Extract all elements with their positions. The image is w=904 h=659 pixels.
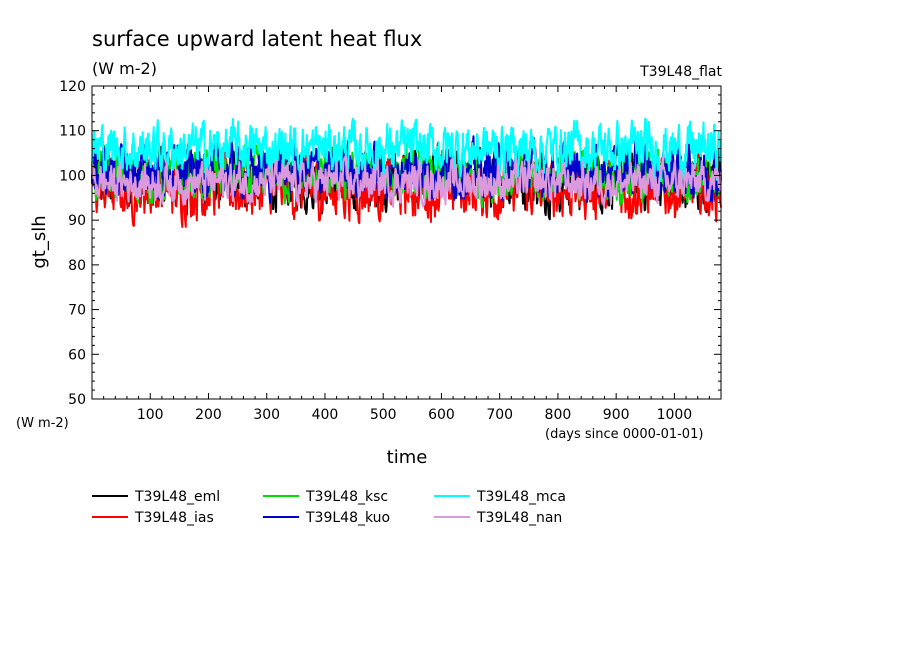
legend-label-T39L48_ias: T39L48_ias <box>134 510 214 526</box>
x-tick-label: 900 <box>603 407 630 423</box>
x-tick-label: 400 <box>312 407 339 423</box>
x-tick-label: 300 <box>253 407 280 423</box>
legend-label-T39L48_mca: T39L48_mca <box>476 489 566 505</box>
legend-label-T39L48_ksc: T39L48_ksc <box>305 489 388 505</box>
x-tick-label: 800 <box>545 407 572 423</box>
y-tick-label: 110 <box>59 124 86 140</box>
y-units-label: (W m-2) <box>16 416 69 431</box>
x-units-label: (days since 0000-01-01) <box>545 427 703 442</box>
y-tick-label: 80 <box>68 258 86 274</box>
x-tick-label: 1000 <box>657 407 693 423</box>
series-line-T39L48_mca <box>91 117 722 183</box>
chart-title-units: (W m-2) <box>92 59 157 78</box>
series-layer <box>91 117 722 228</box>
y-axis-label: gt_slh <box>29 215 50 268</box>
y-tick-label: 70 <box>68 303 86 319</box>
legend: T39L48_eml T39L48_ias T39L48_ksc T39L48_kuo… <box>92 489 566 526</box>
legend-label-T39L48_eml: T39L48_eml <box>134 489 220 505</box>
x-axis-label: time <box>387 447 428 468</box>
legend-label-T39L48_nan: T39L48_nan <box>476 510 562 526</box>
y-tick-label: 100 <box>59 168 86 184</box>
legend-label-T39L48_kuo: T39L48_kuo <box>305 510 390 526</box>
x-tick-label: 200 <box>195 407 222 423</box>
y-tick-label: 50 <box>68 392 86 408</box>
experiment-label: T39L48_flat <box>639 64 722 80</box>
y-tick-label: 90 <box>68 213 86 229</box>
x-tick-label: 100 <box>137 407 164 423</box>
x-tick-label: 500 <box>370 407 397 423</box>
series-line-T39L48_nan <box>91 155 722 208</box>
chart-title: surface upward latent heat flux <box>92 27 422 51</box>
x-tick-label: 600 <box>428 407 455 423</box>
x-tick-label: 700 <box>486 407 513 423</box>
ticks-layer: 100 200 300 400 500 600 700 800 900 1000 50 60 70 80 9… <box>59 79 721 423</box>
y-tick-label: 60 <box>68 347 86 363</box>
y-tick-label: 120 <box>59 79 86 95</box>
